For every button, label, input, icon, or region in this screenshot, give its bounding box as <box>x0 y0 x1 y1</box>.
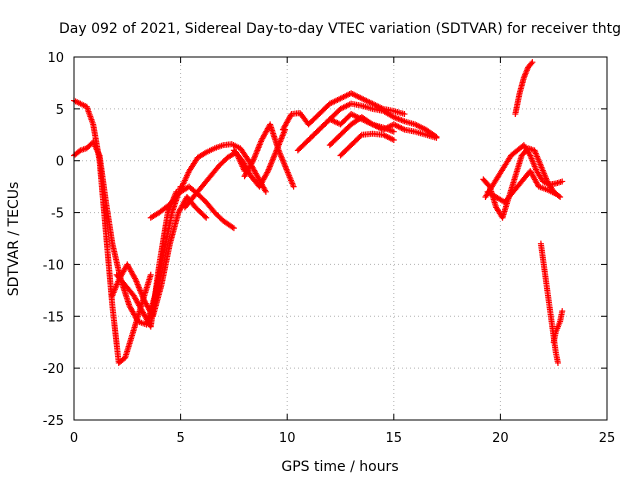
series-arc-10 <box>279 90 408 133</box>
axis-ticks: 0 5 10 15 20 25 10 5 0 -5 -10 -15 -20 -25 <box>43 51 616 446</box>
x-tick-label: 0 <box>70 431 78 446</box>
data-point <box>147 271 154 278</box>
y-tick-label: -5 <box>51 207 64 222</box>
series-arc-17 <box>484 168 559 206</box>
x-tick-label: 5 <box>176 431 184 446</box>
data-point <box>552 190 559 197</box>
series-arc-7 <box>181 149 248 211</box>
series-arc-18 <box>512 59 536 118</box>
data-point <box>554 359 561 366</box>
series-arc-9 <box>241 121 297 190</box>
x-tick-label: 25 <box>599 431 616 446</box>
data-point <box>230 225 237 232</box>
series-arc-14 <box>337 130 397 159</box>
data-point <box>290 183 297 190</box>
data-point <box>390 128 397 135</box>
series-arc-19 <box>537 240 561 366</box>
x-tick-label: 20 <box>492 431 509 446</box>
data-point <box>529 59 536 66</box>
series-arc-20 <box>550 308 566 346</box>
y-tick-label: 10 <box>47 51 64 66</box>
data-point <box>528 60 535 67</box>
data-point <box>229 224 236 231</box>
y-tick-label: -20 <box>43 362 64 377</box>
plot-frame <box>73 56 608 421</box>
series-arc-8 <box>230 126 289 190</box>
x-axis-label: GPS time / hours <box>281 459 398 475</box>
data-point <box>557 194 564 201</box>
series-arc-13 <box>326 114 440 149</box>
series-arc-16 <box>482 142 566 201</box>
data-point <box>262 188 269 195</box>
y-tick-label: 5 <box>56 103 64 118</box>
data-point <box>401 111 408 118</box>
x-tick-label: 15 <box>386 431 403 446</box>
chart-title: Day 092 of 2021, Sidereal Day-to-day VTE… <box>59 21 621 37</box>
data-point <box>203 214 210 221</box>
data-point <box>559 308 566 315</box>
y-tick-label: -25 <box>43 414 64 429</box>
data-point <box>433 134 440 141</box>
data-point <box>357 132 364 139</box>
data-point <box>202 213 208 220</box>
data-point <box>559 178 566 185</box>
series-arc-11 <box>294 100 440 154</box>
y-axis-label: SDTVAR / TECUs <box>6 182 22 297</box>
data-points <box>71 59 566 366</box>
y-tick-label: -15 <box>43 310 64 325</box>
y-tick-label: -10 <box>43 258 64 273</box>
series-arc-5 <box>147 183 237 232</box>
y-tick-label: 0 <box>56 155 64 170</box>
data-point <box>390 136 397 143</box>
x-tick-label: 10 <box>279 431 296 446</box>
